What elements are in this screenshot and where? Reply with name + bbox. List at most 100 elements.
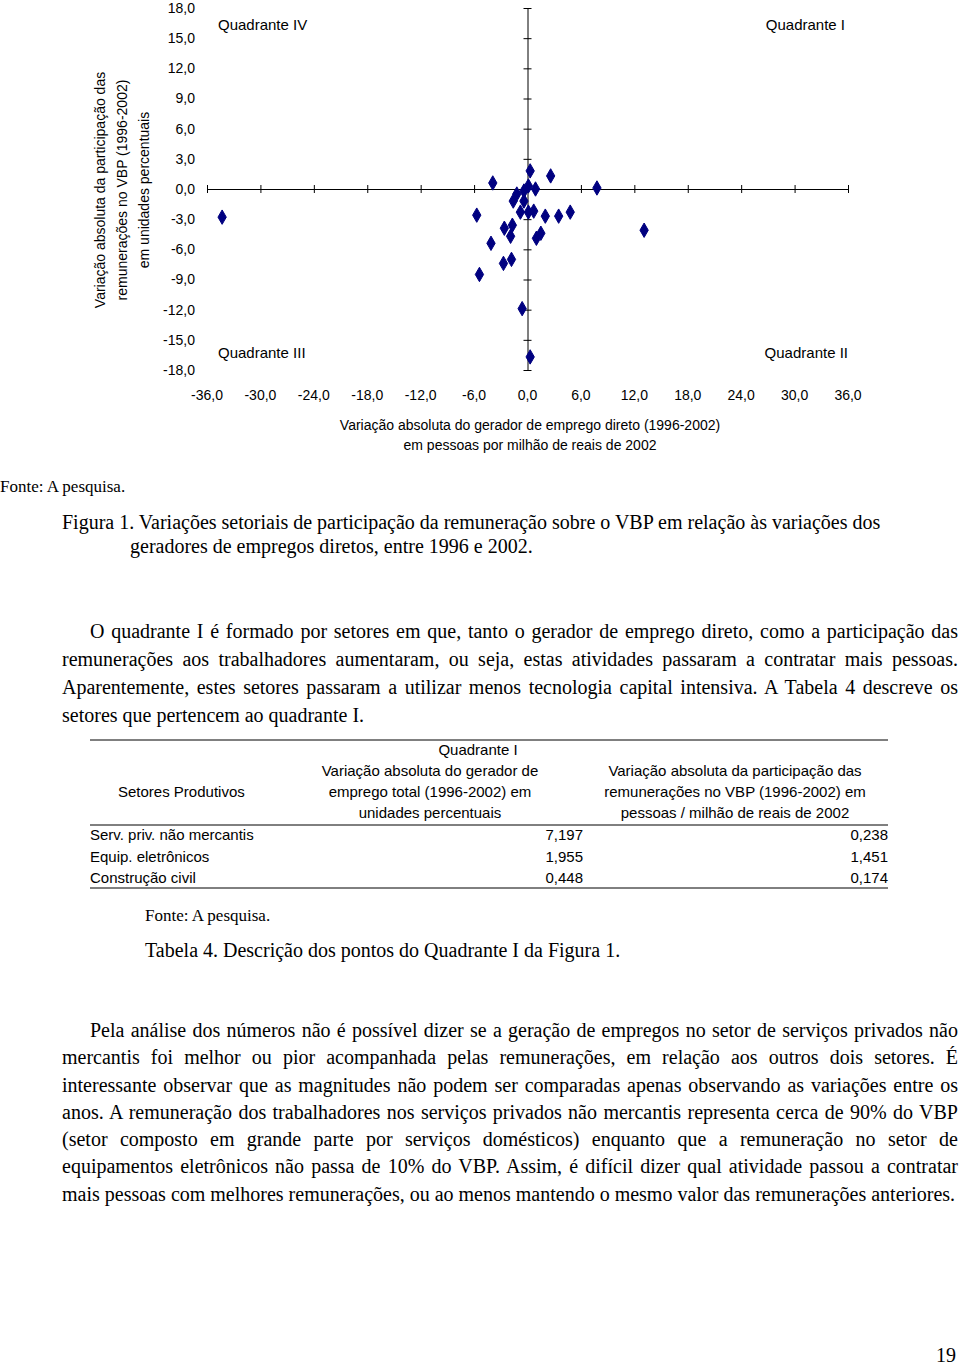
y-tick xyxy=(524,370,532,371)
y-tick xyxy=(524,280,532,281)
y-tick xyxy=(524,159,532,160)
data-point xyxy=(475,267,483,281)
y-tick xyxy=(524,99,532,100)
data-point xyxy=(489,176,497,190)
figure-caption: Figura 1. Variações setoriais de partici… xyxy=(62,510,958,558)
x-tick-label: 36,0 xyxy=(834,387,861,403)
y-tick-mark xyxy=(524,38,532,39)
quadrant-label: Quadrante I xyxy=(766,16,845,33)
y-tick-label: -18,0 xyxy=(163,362,195,378)
x-tick-label: -36,0 xyxy=(191,387,223,403)
data-point xyxy=(520,194,528,208)
y-tick xyxy=(524,219,532,220)
data-point xyxy=(530,204,538,218)
table-rule xyxy=(90,740,888,741)
x-tick-label: -12,0 xyxy=(405,387,437,403)
y-tick-label: 18,0 xyxy=(168,0,195,16)
y-tick-label: 6,0 xyxy=(176,121,196,137)
table-title: Quadrante I xyxy=(438,741,517,758)
y-axis-title: Variação absoluta da participação das xyxy=(92,72,108,308)
table-header: Setores Produtivos xyxy=(118,783,245,800)
x-axis-title: Variação absoluta do gerador de emprego … xyxy=(340,417,720,433)
page-number: 19 xyxy=(936,1344,956,1367)
x-tick-label: 6,0 xyxy=(571,387,591,403)
y-tick-mark xyxy=(524,99,532,100)
paragraph: O quadrante I é formado por setores em q… xyxy=(62,617,958,729)
data-point xyxy=(546,169,554,183)
x-tick xyxy=(367,185,368,193)
data-point xyxy=(218,210,226,224)
x-tick-label: 18,0 xyxy=(674,387,701,403)
x-tick-label: 0,0 xyxy=(518,387,538,403)
y-tick-label: -6,0 xyxy=(171,241,195,257)
table-cell: 7,197 xyxy=(545,826,583,843)
quadrant-label: Quadrante II xyxy=(765,344,848,361)
table-cell: 0,174 xyxy=(850,869,888,886)
table-cell: Equip. eletrônicos xyxy=(90,848,209,865)
x-tick xyxy=(421,185,422,193)
x-tick xyxy=(848,185,849,193)
x-tick xyxy=(474,185,475,193)
x-tick-label: -30,0 xyxy=(244,387,276,403)
data-point xyxy=(509,194,517,208)
table-cell: 0,448 xyxy=(545,869,583,886)
data-point xyxy=(487,236,495,250)
data-point xyxy=(566,205,574,219)
x-tick-label: -6,0 xyxy=(462,387,486,403)
y-tick-label: -15,0 xyxy=(163,332,195,348)
data-point xyxy=(537,226,545,240)
table-cell: Construção civil xyxy=(90,869,196,886)
y-tick-mark xyxy=(524,340,532,341)
x-tick xyxy=(314,185,315,193)
x-tick-mark xyxy=(795,185,796,193)
x-tick xyxy=(634,185,635,193)
x-tick xyxy=(260,185,261,193)
x-tick-mark xyxy=(314,185,315,193)
y-tick-mark xyxy=(524,159,532,160)
y-tick-label: -9,0 xyxy=(171,271,195,287)
y-tick-label: 3,0 xyxy=(176,151,196,167)
y-tick xyxy=(524,8,532,9)
y-axis-title: remunerações no VBP (1996-2002) xyxy=(114,80,130,301)
x-tick-mark xyxy=(474,185,475,193)
x-tick-mark xyxy=(207,185,208,193)
y-tick xyxy=(524,129,532,130)
table: Quadrante I Setores Produtivos Variação ab… xyxy=(0,730,960,1010)
x-tick xyxy=(207,185,208,193)
x-tick-mark xyxy=(581,185,582,193)
figure-chart: 18,015,012,09,06,03,00,0-3,0-6,0-9,0-12,… xyxy=(0,0,960,500)
y-tick-label: 9,0 xyxy=(176,90,196,106)
y-tick-mark xyxy=(524,8,532,9)
x-tick xyxy=(795,185,796,193)
data-point xyxy=(541,209,549,223)
x-axis-title: em pessoas por milhão de reais de 2002 xyxy=(404,437,657,453)
data-point xyxy=(640,223,648,237)
y-tick-label: 0,0 xyxy=(176,181,196,197)
y-tick xyxy=(524,340,532,341)
y-tick xyxy=(524,38,532,39)
y-tick-label: 12,0 xyxy=(168,60,195,76)
table-header: emprego total (1996-2002) em xyxy=(329,783,532,800)
data-point xyxy=(531,182,539,196)
y-tick-mark xyxy=(524,129,532,130)
x-tick-mark xyxy=(367,185,368,193)
x-tick-mark xyxy=(688,185,689,193)
data-point xyxy=(526,350,534,364)
table-cell: Serv. priv. não mercantis xyxy=(90,826,254,843)
y-tick-mark xyxy=(524,68,532,69)
figure-source: Fonte: A pesquisa. xyxy=(0,477,125,496)
table-header: Variação absoluta do gerador de xyxy=(322,762,539,779)
x-tick-label: 30,0 xyxy=(781,387,808,403)
data-point xyxy=(554,209,562,223)
table-header: pessoas / milhão de reais de 2002 xyxy=(621,804,849,821)
table-cell: 1,451 xyxy=(850,848,888,865)
quadrant-label: Quadrante IV xyxy=(218,16,307,33)
data-point xyxy=(524,179,532,193)
x-tick-label: -18,0 xyxy=(351,387,383,403)
y-tick-mark xyxy=(524,280,532,281)
y-axis-title: em unidades percentuais xyxy=(136,112,152,268)
table-header: unidades percentuais xyxy=(359,804,502,821)
table-cell: 1,955 xyxy=(545,848,583,865)
data-point xyxy=(518,301,526,315)
y-tick xyxy=(524,68,532,69)
